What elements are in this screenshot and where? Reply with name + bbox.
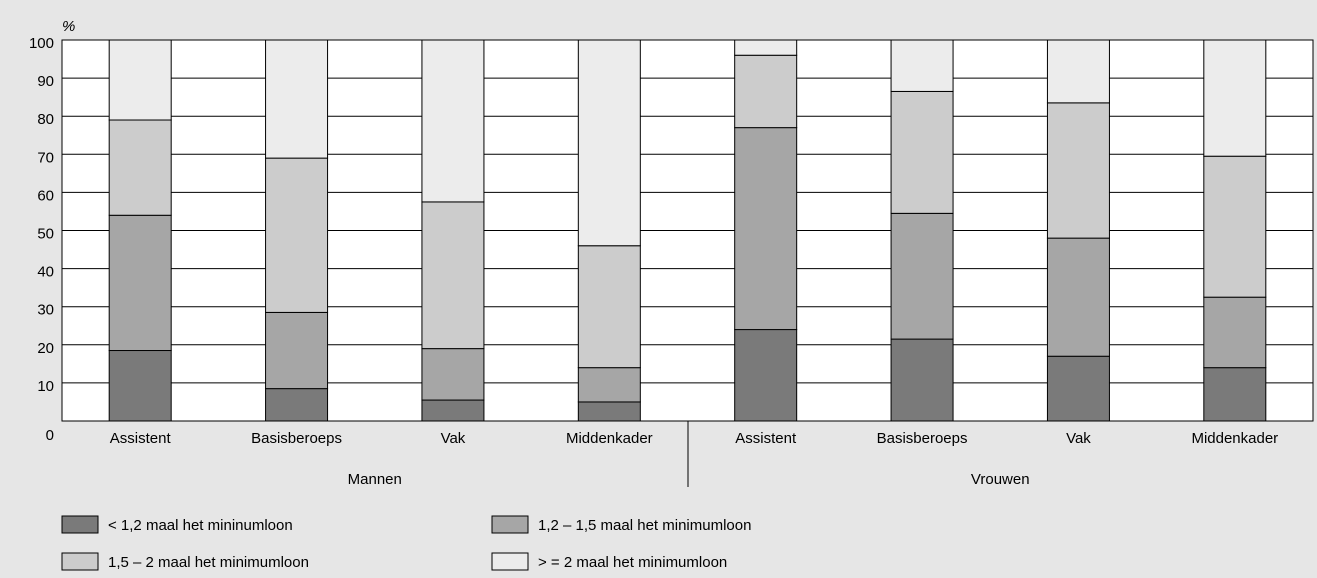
bar-segment [577,39,641,247]
x-tick-label: Vak [441,430,466,447]
y-tick-label: 40 [37,264,54,281]
legend-swatch [61,515,99,534]
bar-segment [734,127,798,331]
plot-border [61,39,1314,422]
legend-label: 1,2 – 1,5 maal het minimumloon [538,517,751,534]
x-tick-label: Middenkader [1191,430,1278,447]
bar-segment [577,401,641,422]
bar-segment [734,54,798,129]
bar-segment [577,367,641,403]
bar-segment [265,39,329,159]
legend-label: > = 2 maal het minimumloon [538,554,727,571]
x-tick-label: Vak [1066,430,1091,447]
bar-segment [421,399,485,422]
bar-segment [1046,355,1110,422]
bar-segment [421,39,485,203]
bar-segment [108,214,172,352]
y-tick-label: 50 [37,225,54,242]
y-tick-label: 80 [37,111,54,128]
bar-segment [890,39,954,92]
y-tick-label: 30 [37,302,54,319]
x-tick-label: Basisberoeps [251,430,342,447]
bar-segment [734,329,798,422]
legend-label: < 1,2 maal het mininumloon [108,517,293,534]
group-label: Vrouwen [971,471,1030,488]
bar-segment [421,348,485,401]
bar-segment [265,157,329,313]
legend-swatch [491,552,529,571]
bar-segment [1046,39,1110,104]
bar-segment [1203,39,1267,157]
bar-segment [1203,367,1267,422]
bar-segment [265,388,329,422]
group-label: Mannen [348,471,402,488]
y-tick-label: 60 [37,187,54,204]
y-tick-label: 20 [37,340,54,357]
bar-segment [890,338,954,422]
y-tick-label: 70 [37,149,54,166]
bar-segment [890,212,954,340]
x-tick-label: Middenkader [566,430,653,447]
y-tick-label: 0 [46,427,54,444]
bar-segment [265,311,329,390]
bar-segment [577,245,641,369]
legend-swatch [61,552,99,571]
y-tick-label: 10 [37,378,54,395]
y-axis-label: % [62,18,75,35]
bar-segment [1046,102,1110,239]
bar-segment [1046,237,1110,357]
x-tick-label: Assistent [110,430,172,447]
x-tick-label: Assistent [735,430,797,447]
bar-segment [108,350,172,422]
bar-segment [734,39,798,56]
y-tick-label: 100 [29,35,54,52]
legend-swatch [491,515,529,534]
bar-segment [108,119,172,216]
x-tick-label: Basisberoeps [877,430,968,447]
legend-label: 1,5 – 2 maal het minimumloon [108,554,309,571]
bar-segment [421,201,485,350]
bar-segment [1203,296,1267,369]
bar-segment [108,39,172,121]
bar-segment [890,90,954,214]
y-tick-label: 90 [37,73,54,90]
bar-segment [1203,155,1267,298]
